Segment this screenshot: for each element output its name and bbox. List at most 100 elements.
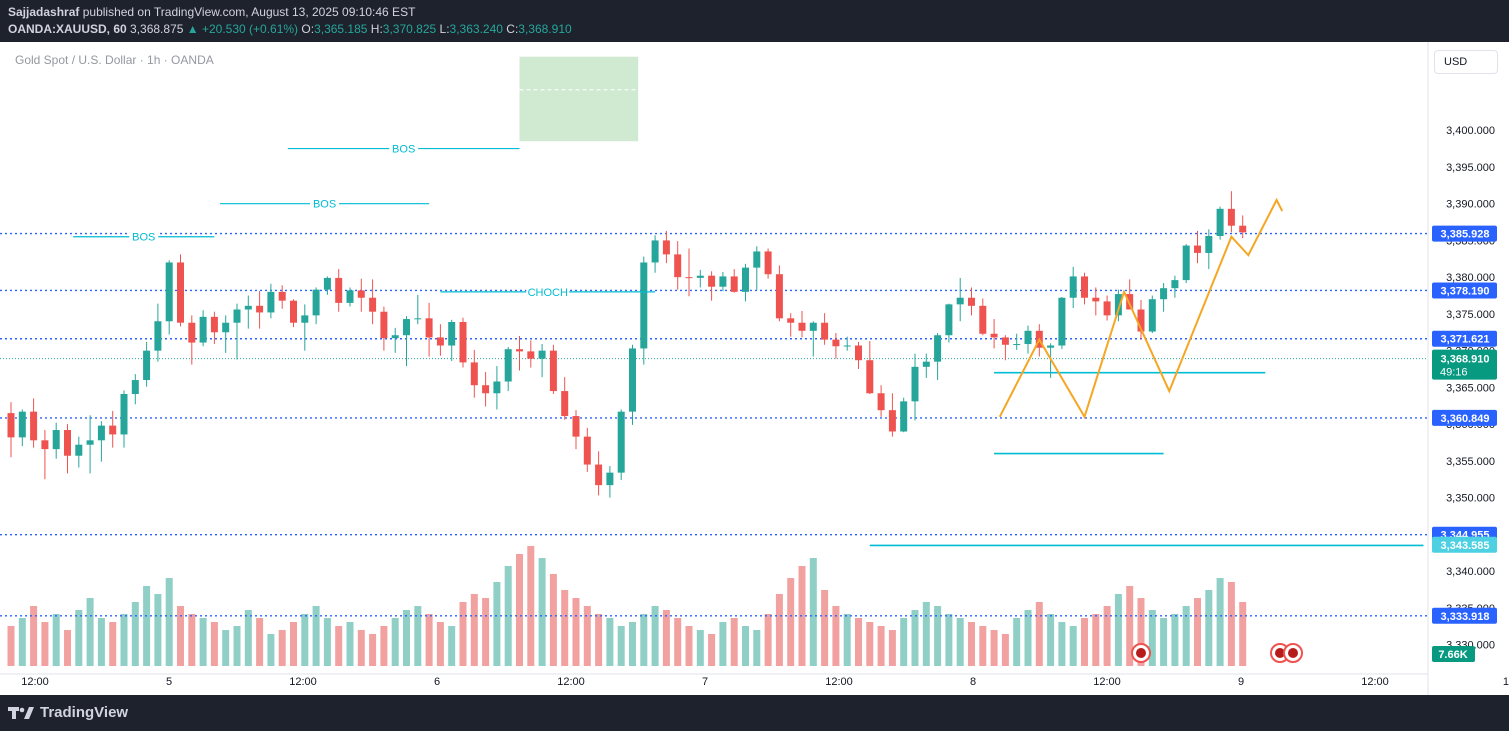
candle-body <box>606 472 614 486</box>
volume-bar <box>742 626 749 666</box>
volume-bar <box>18 618 26 666</box>
candle-body <box>120 394 128 435</box>
price-chart[interactable]: BOS BOS BOS CHOCH 3,330.0003,335.0003,340.0… <box>0 42 1509 695</box>
level-price-tag: 3,333.918 <box>1441 611 1490 623</box>
volume-bar <box>516 554 523 666</box>
volume-bar <box>346 622 354 666</box>
volume-bar <box>968 622 975 666</box>
volume-bar <box>290 622 297 666</box>
volume-bar <box>572 598 580 666</box>
level-price-tag: 3,371.621 <box>1441 334 1490 346</box>
candle-body <box>278 291 286 301</box>
volume-tag: 7.66K <box>1438 649 1467 661</box>
candle-body <box>674 254 682 278</box>
price-tick-label: 3,375.000 <box>1446 309 1495 321</box>
volume-bar <box>764 614 772 666</box>
volume-bar <box>470 594 478 666</box>
volume-bar <box>629 622 636 666</box>
candle-body <box>1024 330 1032 345</box>
candle-body <box>459 321 467 363</box>
candle-body <box>855 345 862 361</box>
volume-bar <box>41 622 49 666</box>
volume-bar <box>956 618 964 666</box>
volume-bar <box>708 634 716 666</box>
candle-body <box>968 297 975 306</box>
chart-legend-title: Gold Spot / U.S. Dollar · 1h · OANDA <box>15 53 214 67</box>
supply-zone <box>519 56 639 142</box>
candles-layer <box>7 191 1247 498</box>
publish-line: Sajjadashraf published on TradingView.co… <box>8 5 415 19</box>
volume-bar <box>809 558 817 666</box>
supply-zone-layer <box>519 56 639 142</box>
candle-body <box>516 349 523 352</box>
candle-body <box>730 276 738 292</box>
volume-layer <box>7 546 1247 666</box>
volume-bar <box>448 626 456 666</box>
candle-body <box>583 436 591 465</box>
volume-bar <box>75 610 83 666</box>
price-tick-label: 3,400.000 <box>1446 125 1495 137</box>
volume-bar <box>414 606 422 666</box>
volume-bar <box>380 626 388 666</box>
candle-body <box>1205 236 1213 253</box>
candle-body <box>1239 225 1247 233</box>
candle-body <box>493 381 501 394</box>
candle-body <box>617 411 625 473</box>
symbol-label[interactable]: OANDA:XAUUSD, 60 <box>8 22 127 36</box>
volume-bar <box>685 626 693 666</box>
candle-body <box>527 351 535 359</box>
candle-body <box>391 335 399 339</box>
volume-bar <box>1069 626 1077 666</box>
candle-body <box>177 262 184 323</box>
volume-bar <box>459 602 467 666</box>
candle-body <box>821 322 829 340</box>
volume-bar <box>1035 602 1043 666</box>
ohlc-line: OANDA:XAUUSD, 60 3,368.875 ▲ +20.530 (+0… <box>8 22 572 36</box>
annotations-layer: BOS BOS BOS CHOCH <box>73 141 656 299</box>
volume-bar <box>222 630 230 666</box>
time-tick-label: 12 <box>1503 676 1509 688</box>
candle-body <box>482 385 490 394</box>
candle-body <box>1160 288 1168 300</box>
candle-body <box>990 333 998 338</box>
candle-body <box>504 349 512 382</box>
volume-bar <box>391 618 399 666</box>
candle-body <box>357 290 365 298</box>
candle-body <box>1013 344 1021 346</box>
candle-body <box>210 316 218 333</box>
volume-bar <box>527 546 535 666</box>
level-price-tag: 3,360.849 <box>1441 413 1490 425</box>
annotation-label: BOS <box>392 144 415 156</box>
volume-bar <box>369 634 377 666</box>
price-axis[interactable]: 3,330.0003,335.0003,340.0003,345.0003,35… <box>1432 125 1497 662</box>
tradingview-logo[interactable]: TradingView <box>8 704 128 721</box>
candle-body <box>572 416 580 437</box>
time-tick-label: 12:00 <box>21 676 49 688</box>
event-icon-us[interactable] <box>1283 643 1303 663</box>
brand-name: TradingView <box>40 704 129 721</box>
volume-bar <box>210 622 218 666</box>
time-tick-label: 8 <box>970 676 976 688</box>
author-name[interactable]: Sajjadashraf <box>8 5 80 19</box>
candle-body <box>922 361 930 367</box>
annotation-label-bg <box>129 229 159 244</box>
chart-panel[interactable]: BOS BOS BOS CHOCH 3,330.0003,335.0003,340.0… <box>0 42 1509 695</box>
price-tick-label: 3,340.000 <box>1446 566 1495 578</box>
volume-bar <box>233 626 241 666</box>
currency-button[interactable]: USD <box>1434 50 1498 74</box>
time-axis[interactable]: 12:00512:00612:00712:00812:00912:001212:… <box>21 676 1509 688</box>
candle-body <box>256 305 264 313</box>
volume-bar <box>7 626 15 666</box>
volume-bar <box>52 614 60 666</box>
level-price-tag-bg <box>1432 409 1497 426</box>
volume-bar <box>877 626 885 666</box>
event-icon-us[interactable] <box>1131 643 1151 663</box>
volume-bar <box>403 610 410 666</box>
candle-body <box>97 425 105 441</box>
cyan-price-tag: 3,343.585 <box>1441 540 1490 552</box>
candle-body <box>267 291 275 313</box>
candle-body <box>30 411 38 441</box>
footer-bar: TradingView <box>0 695 1509 731</box>
volume-bar <box>436 622 444 666</box>
volume-bar <box>1137 598 1145 666</box>
